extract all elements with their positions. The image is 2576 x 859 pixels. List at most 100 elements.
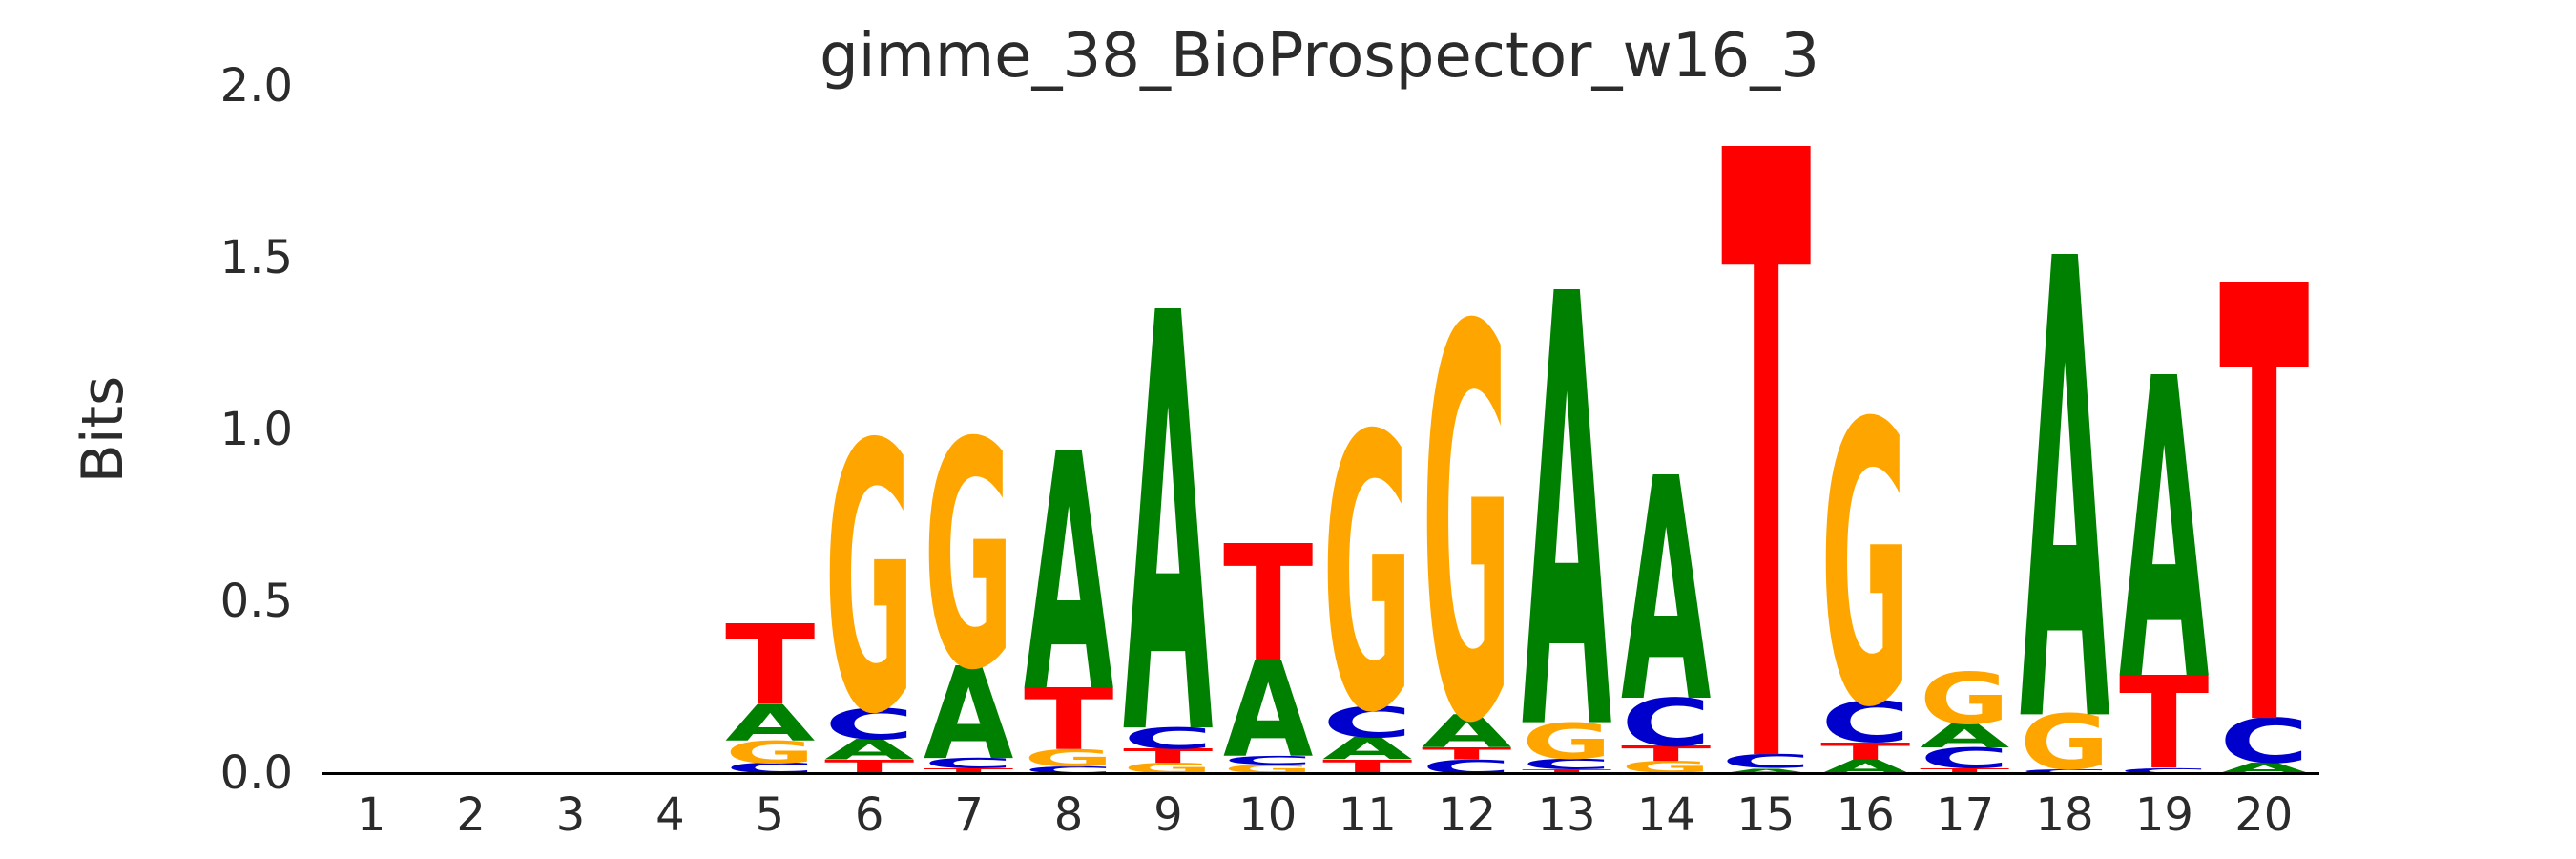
logo-letter-T-pos15: T (1718, 0, 1814, 859)
logo-letter-T-pos14: T (1618, 742, 1714, 766)
logo-letter-A-pos10: A (1220, 635, 1316, 787)
logo-letter-C-pos10: C (1220, 754, 1316, 767)
svg-text:G: G (1820, 342, 1910, 792)
logo-letter-A-pos7: A (921, 639, 1016, 788)
svg-text:A: A (1024, 387, 1113, 765)
svg-text:C: C (2119, 766, 2209, 775)
logo-letter-A-pos17: A (1917, 717, 2012, 755)
logo-letter-C-pos9: C (1120, 722, 1215, 756)
svg-text:A: A (824, 733, 914, 765)
svg-text:T: T (1422, 744, 1511, 764)
svg-text:T: T (924, 766, 1014, 775)
svg-text:C: C (2219, 706, 2309, 778)
logo-letter-G-pos8: G (1021, 744, 1116, 772)
chart-title: gimme_38_BioProspector_w16_3 (820, 21, 1819, 92)
x-tick-label-15: 15 (1736, 788, 1796, 842)
svg-text:G: G (1322, 355, 1412, 795)
svg-text:G: G (1522, 713, 1611, 770)
svg-text:C: C (2020, 767, 2109, 774)
logo-letter-G-pos11: G (1319, 355, 1415, 795)
svg-text:C: C (1024, 765, 1113, 775)
logo-letter-T-pos7: T (921, 766, 1016, 775)
svg-text:G: G (924, 376, 1013, 739)
x-tick-label-16: 16 (1836, 788, 1895, 842)
logo-letter-C-pos20: C (2216, 706, 2312, 778)
svg-text:A: A (1223, 635, 1313, 787)
logo-letter-G-pos6: G (821, 368, 917, 795)
svg-text:G: G (1422, 218, 1511, 842)
logo-letter-A-pos15: A (1718, 766, 1814, 775)
svg-text:G: G (824, 368, 914, 795)
x-axis-line (322, 772, 2319, 775)
svg-text:G: G (1024, 744, 1113, 772)
logo-letter-T-pos20: T (2216, 162, 2312, 859)
y-tick-label-1.5: 1.5 (219, 231, 293, 284)
logo-letter-C-pos6: C (821, 700, 917, 749)
svg-text:A: A (1920, 717, 2009, 755)
svg-text:A: A (2020, 128, 2110, 859)
svg-text:T: T (725, 601, 815, 731)
logo-letter-G-pos12: G (1419, 218, 1514, 842)
logo-letter-C-pos7: C (921, 755, 1016, 771)
y-tick-label-0.0: 0.0 (219, 746, 293, 800)
svg-text:T: T (1721, 0, 1812, 859)
logo-letter-T-pos8: T (1021, 671, 1116, 769)
logo-letter-T-pos10: T (1220, 512, 1316, 698)
logo-letter-A-pos18: A (2017, 128, 2112, 859)
svg-text:T: T (1223, 512, 1313, 698)
x-tick-label-12: 12 (1438, 788, 1497, 842)
x-tick-label-8: 8 (1053, 788, 1084, 842)
svg-text:T: T (1024, 671, 1114, 769)
x-tick-label-19: 19 (2134, 788, 2193, 842)
x-tick-label-5: 5 (755, 788, 785, 842)
y-tick-label-0.5: 0.5 (219, 575, 293, 628)
x-tick-label-17: 17 (1936, 788, 1995, 842)
x-tick-label-1: 1 (356, 788, 386, 842)
svg-text:C: C (1522, 756, 1611, 772)
svg-text:A: A (1621, 414, 1711, 771)
logo-letter-A-pos11: A (1319, 731, 1415, 766)
svg-text:A: A (1721, 766, 1811, 775)
logo-letter-T-pos5: T (722, 601, 818, 731)
logo-letter-A-pos6: A (821, 733, 917, 765)
svg-text:C: C (1123, 722, 1213, 756)
logo-letter-C-pos18: C (2017, 767, 2112, 774)
x-tick-label-20: 20 (2234, 788, 2294, 842)
svg-text:C: C (1820, 690, 1910, 756)
svg-text:T: T (1522, 767, 1612, 774)
x-tick-label-4: 4 (655, 788, 685, 842)
logo-letter-A-pos12: A (1419, 706, 1514, 758)
x-tick-label-10: 10 (1238, 788, 1298, 842)
logo-letter-A-pos13: A (1519, 172, 1614, 859)
svg-text:C: C (1621, 685, 1711, 762)
x-tick-label-7: 7 (954, 788, 984, 842)
svg-text:C: C (824, 700, 914, 749)
svg-text:C: C (1322, 699, 1412, 748)
svg-text:C: C (1223, 754, 1313, 767)
svg-text:T: T (1820, 738, 1911, 765)
logo-letter-G-pos5: G (722, 734, 818, 769)
x-tick-label-9: 9 (1153, 788, 1183, 842)
logo-letter-A-pos5: A (722, 695, 818, 752)
x-tick-label-13: 13 (1537, 788, 1596, 842)
svg-text:A: A (1422, 706, 1512, 758)
logo-letter-G-pos16: G (1818, 342, 1913, 792)
logo-letter-T-pos13: T (1519, 767, 1614, 774)
x-tick-label-3: 3 (555, 788, 586, 842)
logo-letter-C-pos11: C (1319, 699, 1415, 748)
svg-text:A: A (1522, 172, 1612, 859)
logo-letter-A-pos9: A (1120, 193, 1215, 859)
logo-letter-G-pos13: G (1519, 713, 1614, 770)
svg-text:C: C (924, 755, 1013, 771)
logo-letter-T-pos9: T (1120, 744, 1215, 767)
svg-text:C: C (1920, 742, 2009, 774)
logo-letter-C-pos15: C (1718, 751, 1814, 773)
logo-letter-T-pos17: T (1917, 766, 2012, 775)
logo-letter-C-pos14: C (1618, 685, 1714, 762)
logo-letter-G-pos17: G (1917, 658, 2012, 740)
x-tick-label-6: 6 (854, 788, 884, 842)
x-tick-label-2: 2 (456, 788, 486, 842)
logo-letter-C-pos8: C (1021, 765, 1116, 775)
svg-text:A: A (725, 695, 816, 752)
x-tick-label-18: 18 (2035, 788, 2094, 842)
